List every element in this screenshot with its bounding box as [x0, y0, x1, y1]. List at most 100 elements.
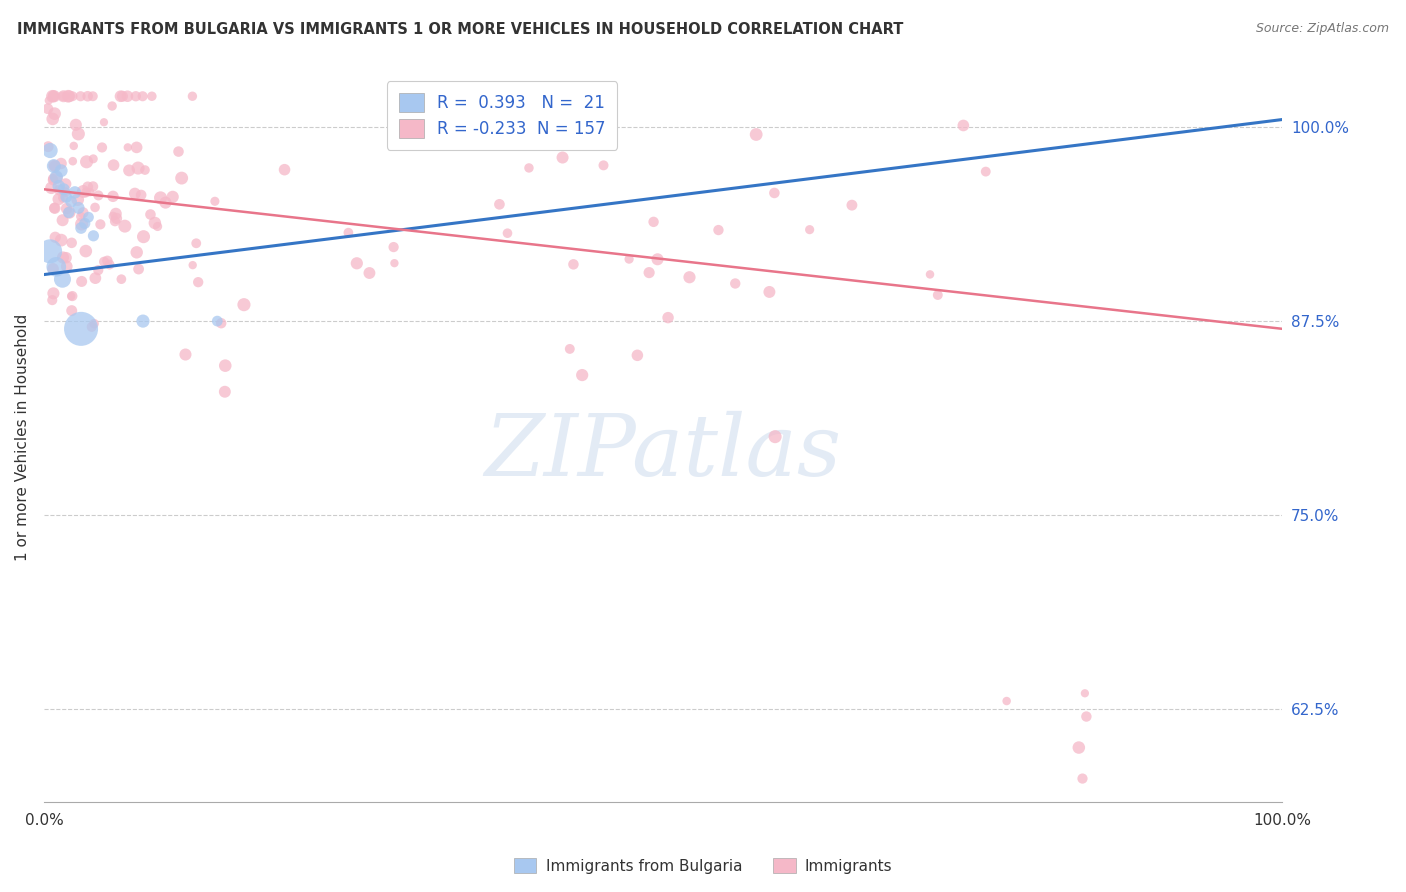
Text: Source: ZipAtlas.com: Source: ZipAtlas.com: [1256, 22, 1389, 36]
Point: [181, 258, 204, 272]
Point: [41, 89, 63, 103]
Point: [337, 226, 360, 240]
Point: [55, 251, 77, 265]
Point: [103, 158, 125, 172]
Point: [55, 177, 77, 191]
Point: [918, 268, 941, 282]
Point: [626, 348, 648, 362]
Point: [170, 171, 193, 186]
Point: [62, 89, 84, 103]
Point: [974, 164, 997, 178]
Point: [841, 198, 863, 212]
Point: [488, 197, 510, 211]
Point: [76, 154, 98, 169]
Point: [82, 89, 104, 103]
Point: [52, 182, 75, 196]
Point: [51, 233, 73, 247]
Point: [763, 186, 786, 200]
Point: [1076, 709, 1098, 723]
Point: [678, 270, 700, 285]
Point: [51, 272, 73, 286]
Point: [132, 314, 155, 328]
Point: [55, 260, 77, 274]
Point: [578, 89, 600, 103]
Point: [146, 219, 169, 234]
Point: [763, 430, 786, 444]
Point: [87, 263, 110, 277]
Point: [79, 185, 101, 199]
Point: [132, 229, 155, 244]
Point: [346, 256, 368, 270]
Point: [927, 288, 949, 302]
Point: [114, 219, 136, 234]
Point: [617, 252, 640, 266]
Text: ZIPatlas: ZIPatlas: [485, 410, 842, 493]
Point: [1071, 772, 1094, 786]
Point: [209, 316, 232, 330]
Point: [995, 694, 1018, 708]
Point: [42, 261, 65, 276]
Point: [52, 251, 75, 265]
Point: [93, 254, 115, 268]
Point: [558, 342, 581, 356]
Point: [799, 222, 821, 236]
Point: [707, 223, 730, 237]
Point: [58, 89, 80, 103]
Point: [72, 185, 94, 199]
Point: [48, 179, 70, 194]
Point: [56, 89, 79, 103]
Point: [551, 151, 574, 165]
Point: [44, 106, 66, 120]
Point: [70, 322, 93, 336]
Point: [82, 228, 104, 243]
Point: [91, 140, 114, 154]
Point: [53, 185, 76, 199]
Point: [162, 190, 184, 204]
Point: [62, 154, 84, 169]
Point: [48, 192, 70, 206]
Point: [42, 89, 65, 103]
Point: [42, 159, 65, 173]
Point: [87, 188, 110, 202]
Point: [105, 211, 128, 226]
Point: [128, 262, 150, 277]
Point: [517, 161, 540, 175]
Point: [952, 119, 974, 133]
Y-axis label: 1 or more Vehicles in Household: 1 or more Vehicles in Household: [15, 314, 30, 561]
Point: [72, 205, 94, 219]
Point: [80, 319, 103, 334]
Point: [89, 218, 111, 232]
Point: [174, 347, 197, 361]
Point: [592, 158, 614, 172]
Point: [76, 179, 98, 194]
Point: [41, 171, 63, 186]
Point: [69, 89, 91, 103]
Point: [571, 368, 593, 382]
Point: [75, 186, 97, 200]
Point: [45, 170, 67, 185]
Point: [181, 89, 204, 103]
Point: [39, 244, 62, 259]
Point: [98, 258, 121, 272]
Point: [118, 163, 141, 178]
Point: [724, 277, 747, 291]
Text: IMMIGRANTS FROM BULGARIA VS IMMIGRANTS 1 OR MORE VEHICLES IN HOUSEHOLD CORRELATI: IMMIGRANTS FROM BULGARIA VS IMMIGRANTS 1…: [17, 22, 903, 37]
Point: [38, 94, 60, 108]
Point: [44, 89, 66, 103]
Point: [496, 226, 519, 240]
Point: [55, 190, 77, 204]
Point: [60, 289, 83, 303]
Point: [60, 194, 83, 209]
Point: [93, 115, 115, 129]
Point: [62, 139, 84, 153]
Point: [101, 189, 124, 203]
Point: [42, 158, 65, 172]
Point: [233, 298, 256, 312]
Point: [602, 99, 624, 113]
Point: [134, 163, 156, 178]
Point: [52, 213, 75, 227]
Point: [384, 256, 406, 270]
Point: [75, 244, 97, 258]
Point: [67, 201, 90, 215]
Point: [359, 266, 381, 280]
